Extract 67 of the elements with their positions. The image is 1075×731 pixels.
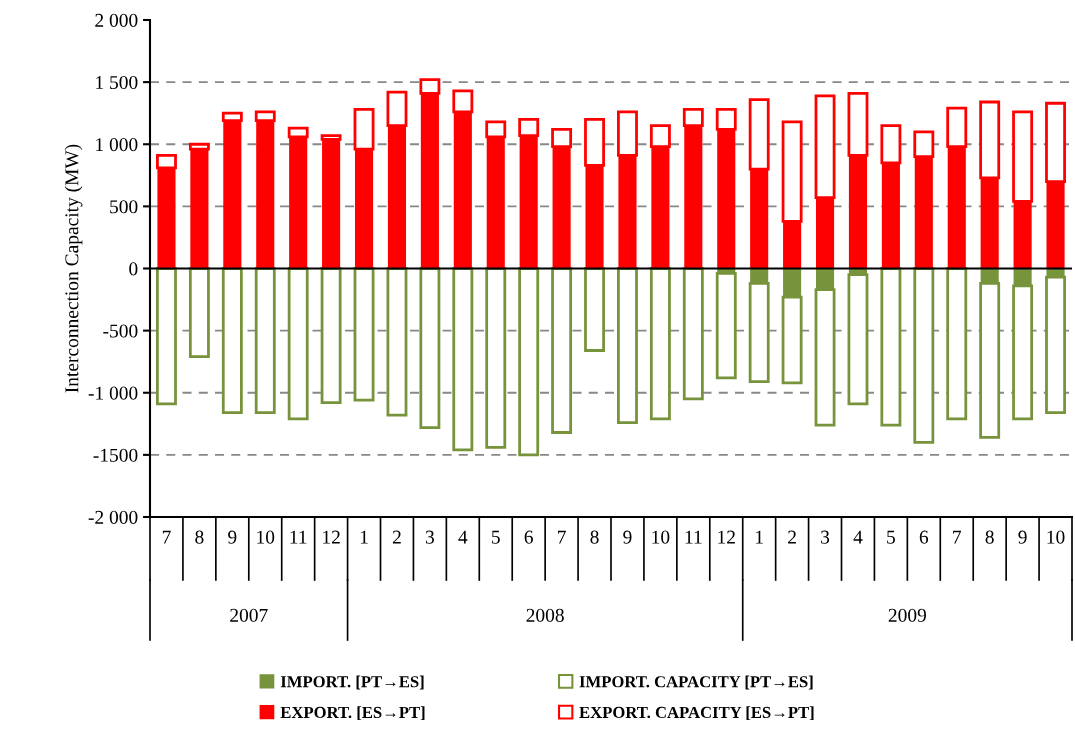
bar	[518, 267, 540, 457]
x-tick-label: 1	[360, 530, 368, 544]
x-tick-label: 3	[425, 530, 434, 544]
bar	[353, 267, 375, 402]
y-axis-title: Interconnection Capacity (MW)	[64, 144, 83, 393]
x-tick-label: 9	[623, 530, 632, 544]
x-tick-label: 5	[887, 530, 895, 544]
x-tick-label: 11	[685, 530, 702, 544]
bar	[419, 267, 441, 429]
bar	[188, 267, 210, 359]
bar	[452, 267, 474, 452]
bar	[880, 267, 902, 427]
text: 2008	[526, 608, 564, 622]
legend-label: IMPORT. [PT→ES]	[280, 675, 424, 690]
y-tick-label: -1500	[93, 448, 138, 462]
x-tick-label: 2	[788, 530, 796, 544]
y-tick-label: -500	[103, 324, 138, 338]
bar	[617, 267, 638, 424]
legend-label: IMPORT. CAPACITY [PT→ES]	[579, 675, 813, 690]
bar	[946, 267, 968, 421]
x-tick-label: 6	[524, 530, 533, 544]
x-tick-label: 12	[718, 530, 735, 544]
legend-label: EXPORT. CAPACITY [ES→PT]	[579, 706, 814, 721]
x-tick-label: 10	[652, 530, 670, 544]
x-tick-label: 4	[853, 530, 863, 544]
bar	[287, 267, 309, 421]
bar	[320, 267, 342, 405]
x-tick-label: 4	[458, 530, 468, 544]
x-tick-label: 7	[558, 530, 566, 544]
x-tick-label: 5	[492, 530, 500, 544]
y-tick-label: -2 000	[88, 510, 138, 524]
x-tick-label: 10	[1047, 530, 1065, 544]
bar	[649, 267, 671, 421]
x-tick-label: 9	[1018, 530, 1027, 544]
x-tick-label: 1	[756, 530, 763, 544]
bar	[682, 267, 704, 401]
y-tick-label: 2 000	[95, 13, 138, 27]
y-tick-label: -1 000	[88, 386, 138, 400]
bar	[221, 267, 243, 415]
x-tick-label: 2	[392, 530, 401, 544]
bar	[254, 267, 276, 415]
y-tick-label: 1 500	[96, 75, 138, 90]
bar	[584, 267, 605, 352]
y-tick-label: 1 000	[96, 138, 138, 152]
bar	[386, 267, 408, 417]
bar	[913, 267, 935, 444]
y-tick-label: 0	[129, 262, 138, 276]
x-tick-label: 8	[985, 530, 994, 544]
x-tick-label: 12	[323, 530, 340, 544]
x-tick-label: 3	[821, 530, 830, 544]
y-tick-label: 500	[110, 200, 138, 214]
bar	[551, 267, 573, 434]
x-tick-label: 11	[290, 530, 307, 544]
bar	[847, 273, 869, 406]
x-tick-label: 6	[919, 530, 929, 544]
x-tick-label: 7	[953, 530, 962, 544]
x-tick-label: 8	[590, 530, 599, 544]
x-tick-label: 10	[257, 530, 275, 544]
text: 2007	[230, 608, 268, 622]
bar	[485, 267, 507, 449]
x-tick-label: 9	[228, 530, 237, 544]
text: 2009	[888, 608, 927, 622]
bar	[156, 267, 177, 406]
x-tick-label: 7	[162, 530, 171, 544]
bar	[715, 272, 737, 380]
legend-label: EXPORT. [ES→PT]	[280, 706, 425, 721]
x-tick-label: 8	[195, 530, 204, 544]
